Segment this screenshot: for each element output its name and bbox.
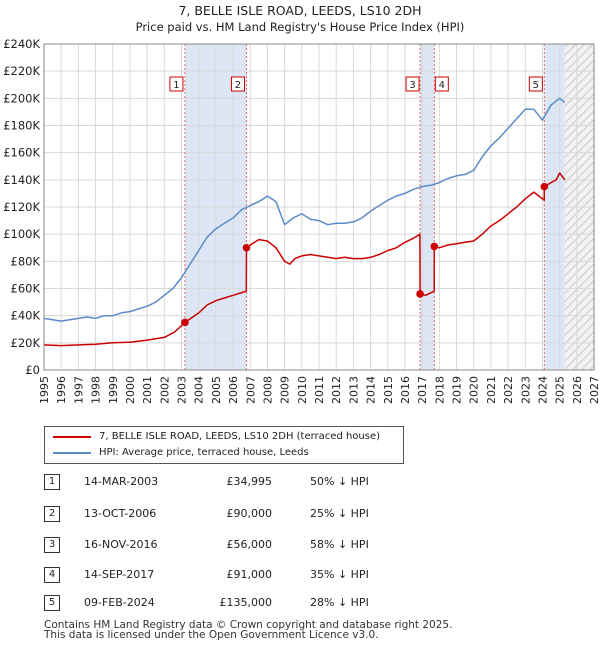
sale-hpi-diff: 28% ↓ HPI (310, 596, 369, 609)
y-tick-label: £180K (3, 119, 40, 133)
sale-number: 1 (44, 474, 60, 490)
copyright-line: Contains HM Land Registry data © Crown c… (44, 619, 453, 631)
x-tick-label: 2018 (433, 376, 446, 404)
sale-point (430, 242, 439, 251)
sale-hpi-diff: 50% ↓ HPI (310, 475, 369, 488)
property-price-line (43, 172, 566, 347)
sale-price: £34,995 (226, 475, 273, 488)
sale-price: £90,000 (226, 507, 273, 520)
x-tick-label: 2022 (502, 376, 515, 404)
x-tick-label: 2019 (451, 376, 464, 404)
price-chart: 7, BELLE ISLE ROAD, LEEDS, LS10 2DH Price… (3, 3, 600, 404)
hpi-line (43, 97, 566, 322)
plot-frame (43, 43, 595, 371)
legend-label-hpi: HPI: Average price, terraced house, Leed… (99, 447, 309, 458)
y-tick-label: £40K (11, 309, 41, 323)
sale-date: 16-NOV-2016 (84, 538, 158, 551)
x-tick-label: 2023 (519, 376, 532, 404)
sale-date: 14-MAR-2003 (84, 475, 159, 488)
sale-date: 13-OCT-2006 (84, 507, 157, 520)
sale-number: 4 (44, 567, 60, 583)
x-tick-label: 1995 (38, 376, 51, 404)
y-tick-label: £240K (3, 37, 40, 51)
x-tick-label: 2009 (279, 376, 292, 404)
x-tick-label: 2006 (227, 376, 240, 404)
x-tick-label: 2001 (141, 376, 154, 404)
x-tick-label: 2004 (193, 376, 206, 404)
x-tick-label: 1999 (107, 376, 120, 404)
y-tick-label: £0 (25, 363, 40, 377)
x-tick-label: 2012 (330, 376, 343, 404)
x-tick-label: 2015 (382, 376, 395, 404)
chart-title: 7, BELLE ISLE ROAD, LEEDS, LS10 2DH (178, 3, 421, 18)
y-tick-label: £120K (3, 200, 40, 214)
sale-label: 2 (235, 80, 241, 91)
sale-label-box (169, 76, 184, 92)
y-tick-label: £60K (11, 282, 41, 296)
x-tick-label: 2010 (296, 376, 309, 404)
y-tick-label: £100K (3, 227, 40, 241)
x-tick-label: 2027 (588, 376, 600, 404)
x-tick-label: 2000 (124, 376, 137, 404)
sale-label: 4 (439, 80, 445, 91)
x-tick-label: 2007 (244, 376, 257, 404)
y-tick-label: £220K (3, 64, 40, 78)
sale-number: 2 (44, 506, 60, 522)
x-tick-label: 2020 (468, 376, 481, 404)
legend-label-property: 7, BELLE ISLE ROAD, LEEDS, LS10 2DH (ter… (99, 431, 381, 442)
sale-label: 5 (533, 80, 539, 91)
chart-subtitle: Price paid vs. HM Land Registry's House … (136, 20, 465, 34)
x-tick-label: 2008 (261, 376, 274, 404)
licence-line: This data is licensed under the Open Gov… (44, 629, 379, 641)
x-tick-label: 1998 (90, 376, 103, 404)
sale-price: £56,000 (226, 538, 273, 551)
x-tick-label: 2002 (158, 376, 171, 404)
y-tick-label: £200K (3, 91, 40, 105)
x-tick-label: 2026 (571, 376, 584, 404)
x-tick-label: 2025 (554, 376, 567, 404)
sale-label-box (434, 76, 449, 92)
x-tick-label: 2016 (399, 376, 412, 404)
sale-label-box (230, 76, 245, 92)
footer: Contains HM Land Registry data © Crown c… (44, 619, 453, 641)
x-tick-label: 1997 (72, 376, 85, 404)
sale-point (181, 318, 189, 327)
sale-price: £135,000 (219, 596, 273, 609)
sale-hpi-diff: 58% ↓ HPI (310, 538, 369, 551)
sale-hpi-diff: 25% ↓ HPI (310, 507, 369, 520)
sale-label: 1 (173, 80, 179, 91)
y-tick-label: £160K (3, 146, 40, 160)
sale-hpi-diff: 35% ↓ HPI (310, 568, 369, 581)
x-tick-label: 2021 (485, 376, 498, 404)
x-tick-label: 2005 (210, 376, 223, 404)
sale-point (416, 290, 424, 298)
y-tick-label: £80K (11, 254, 41, 268)
legend: 7, BELLE ISLE ROAD, LEEDS, LS10 2DH (ter… (44, 426, 404, 464)
sale-number: 3 (44, 537, 60, 553)
sale-number: 5 (44, 595, 60, 611)
legend-swatch-hpi (53, 452, 91, 454)
x-tick-label: 2013 (347, 376, 360, 404)
x-tick-label: 1996 (55, 376, 68, 404)
x-tick-label: 2024 (536, 376, 549, 404)
sale-date: 09-FEB-2024 (84, 596, 155, 609)
sale-label-box (528, 76, 543, 92)
sale-point (540, 182, 549, 191)
sale-point (242, 243, 251, 252)
x-tick-label: 2011 (313, 376, 326, 404)
sale-price: £91,000 (226, 568, 273, 581)
y-tick-label: £140K (3, 173, 40, 187)
legend-swatch-property (53, 436, 91, 438)
y-tick-label: £20K (11, 336, 41, 350)
x-tick-label: 2017 (416, 376, 429, 404)
sale-date: 14-SEP-2017 (84, 568, 155, 581)
x-tick-label: 2014 (365, 376, 378, 404)
sale-label-box (405, 76, 420, 92)
x-tick-label: 2003 (176, 376, 189, 404)
sale-label: 3 (409, 80, 415, 91)
